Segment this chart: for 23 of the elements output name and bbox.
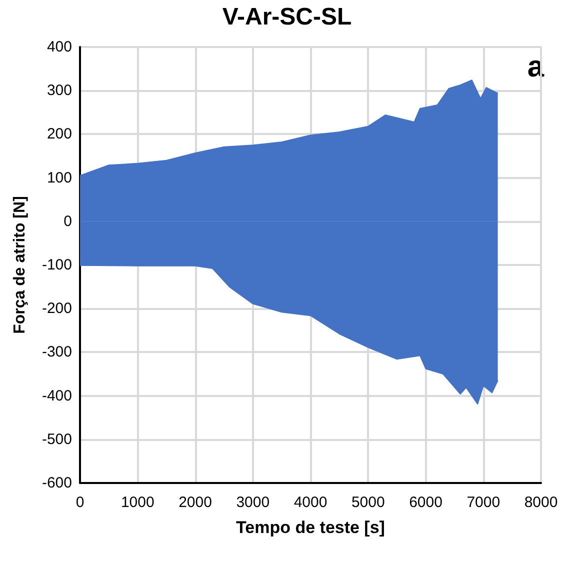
x-tick-label: 5000 [351,494,385,511]
x-tick-label: 8000 [524,494,558,511]
y-tick-label: -200 [42,300,72,318]
chart-title: V-Ar-SC-SL [222,4,352,30]
y-tick-label: -400 [42,387,72,404]
x-axis-title: Tempo de teste [s] [236,518,385,537]
y-tick-label: 100 [46,169,72,186]
y-axis-title: Força de atrito [N] [12,196,28,334]
y-tick-label: -300 [42,344,72,361]
y-tick-label: 200 [46,126,72,143]
x-tick-label: 0 [76,494,84,511]
y-tick-label: -500 [42,430,72,448]
y-tick-label: 300 [46,82,72,100]
y-tick-label: -100 [42,256,72,274]
x-tick-label: 2000 [178,494,212,511]
x-tick-label: 4000 [294,494,328,511]
x-tick-label: 7000 [466,494,500,511]
x-tick-label: 1000 [120,494,154,511]
x-tick-label: 3000 [236,494,270,511]
x-tick-label: 6000 [409,494,442,511]
y-tick-label: 400 [46,38,72,56]
y-tick-label: -600 [42,474,72,492]
y-tick-label: 0 [64,212,72,230]
